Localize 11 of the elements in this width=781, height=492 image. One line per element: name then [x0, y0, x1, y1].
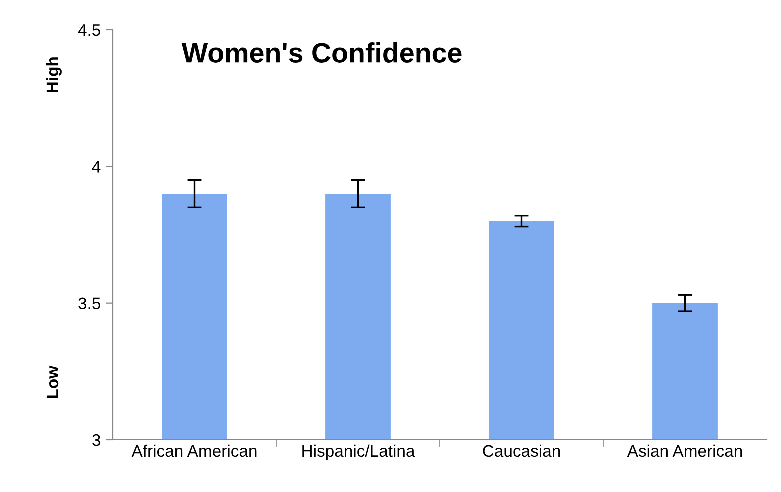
x-tick-label: Caucasian	[483, 444, 560, 458]
x-tick-label: Asian American	[627, 444, 742, 458]
y-tick-label: 4.5	[78, 24, 100, 36]
x-tick-label: Hispanic/Latina	[302, 444, 416, 460]
chart-title: Women's Confidence	[182, 42, 462, 63]
x-tick-label: African American	[132, 444, 257, 458]
y-tick-label: 3	[92, 434, 100, 446]
text: Low	[46, 366, 59, 398]
y-tick-label: 4	[92, 161, 101, 173]
y-tick-label: 3.5	[78, 298, 100, 310]
text: High	[46, 58, 62, 92]
